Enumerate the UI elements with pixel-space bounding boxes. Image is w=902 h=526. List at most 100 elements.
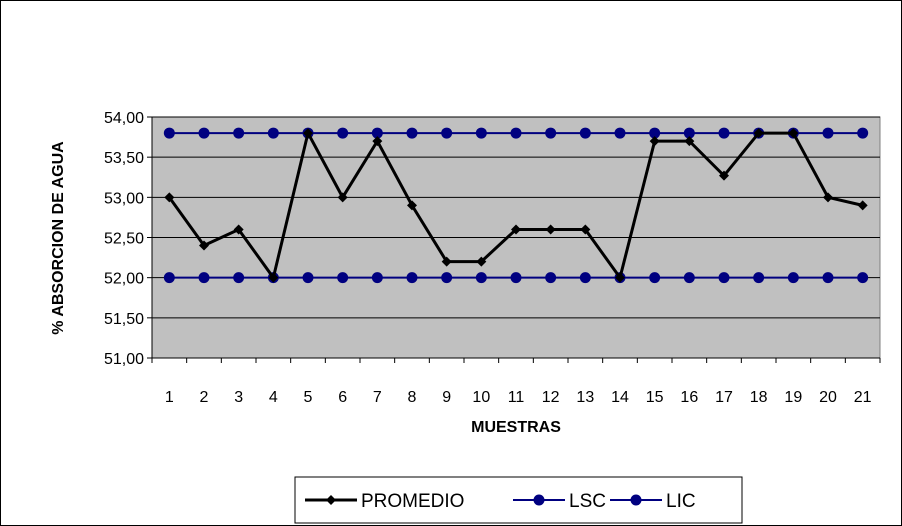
series-lsc — [163, 127, 869, 139]
x-tick-label: 11 — [508, 389, 525, 406]
data-point-promedio — [684, 136, 695, 147]
x-axis-ticks: 1 2 3 4 5 6 7 8 9 10 11 12 13 14 15 16 17 18 19 20 21 — [151, 358, 881, 406]
data-point-lsc — [267, 127, 279, 139]
data-point-lic — [649, 272, 661, 284]
y-axis-title: % ABSORCION DE AGUA — [50, 141, 67, 335]
y-tick-label: 53,50 — [104, 150, 144, 167]
legend: PROMEDIO LSC LIC — [294, 476, 743, 524]
data-point-promedio — [788, 128, 799, 139]
x-tick-label: 17 — [715, 389, 733, 406]
x-tick-label: 12 — [542, 389, 560, 406]
x-tick-label: 1 — [165, 389, 174, 406]
data-point-lsc — [545, 127, 557, 139]
x-tick-label: 20 — [819, 389, 837, 406]
data-point-promedio — [268, 272, 279, 283]
data-point-promedio — [823, 192, 833, 203]
data-point-lic — [371, 272, 383, 284]
data-point-lic — [475, 272, 487, 284]
data-point-lic — [510, 272, 522, 284]
data-point-lsc — [649, 127, 661, 139]
x-tick-label: 4 — [269, 389, 278, 406]
y-tick-label: 52,50 — [104, 231, 144, 248]
legend-swatch-marker — [326, 495, 336, 505]
data-point-promedio — [441, 256, 452, 267]
plot-area — [151, 116, 881, 359]
data-point-lic — [163, 272, 175, 284]
legend-swatch-marker — [630, 494, 642, 506]
x-tick-label: 9 — [442, 389, 451, 406]
x-tick-label: 6 — [338, 389, 347, 406]
data-point-lsc — [233, 127, 245, 139]
data-point-promedio — [233, 224, 244, 235]
data-point-lic — [198, 272, 210, 284]
y-tick-label: 54,00 — [104, 110, 144, 127]
data-point-lsc — [337, 127, 349, 139]
x-tick-label: 10 — [472, 389, 490, 406]
data-point-lsc — [163, 127, 175, 139]
data-point-lic — [233, 272, 245, 284]
y-tick-label: 52,00 — [104, 271, 144, 288]
y-tick-label: 51,50 — [104, 311, 144, 328]
data-point-promedio — [857, 200, 868, 211]
legend-label: PROMEDIO — [361, 491, 464, 512]
data-point-lsc — [683, 127, 695, 139]
data-point-lsc — [406, 127, 418, 139]
data-point-lic — [683, 272, 695, 284]
data-point-lsc — [475, 127, 487, 139]
x-tick-label: 19 — [784, 389, 802, 406]
data-point-promedio — [511, 224, 521, 235]
data-point-promedio — [476, 256, 487, 267]
legend-entry-lic: LIC — [610, 491, 696, 512]
data-point-promedio — [753, 128, 764, 139]
x-tick-label: 15 — [646, 389, 664, 406]
data-point-promedio — [580, 224, 591, 235]
legend-entry-lsc: LSC — [513, 491, 606, 512]
x-tick-label: 7 — [373, 389, 382, 406]
x-tick-label: 5 — [304, 389, 313, 406]
data-point-promedio — [615, 272, 625, 283]
data-point-lsc — [579, 127, 591, 139]
data-point-promedio — [719, 170, 729, 181]
data-point-promedio — [649, 136, 660, 147]
data-point-lic — [302, 272, 314, 284]
y-axis-ticks: 51,00 51,50 52,00 52,50 53,00 53,50 54,00 — [104, 110, 152, 368]
legend-entry-promedio: PROMEDIO — [305, 491, 464, 512]
data-point-lic — [337, 272, 349, 284]
x-tick-label: 18 — [750, 389, 768, 406]
data-point-promedio — [337, 192, 348, 203]
legend-label: LIC — [666, 491, 696, 512]
data-point-lsc — [718, 127, 730, 139]
data-point-lic — [857, 272, 869, 284]
y-tick-label: 53,00 — [104, 190, 144, 207]
x-tick-label: 16 — [680, 389, 698, 406]
data-point-lic — [441, 272, 453, 284]
data-point-lsc — [510, 127, 522, 139]
series-promedio — [164, 128, 868, 283]
data-point-lic — [579, 272, 591, 284]
legend-label: LSC — [569, 491, 606, 512]
x-tick-label: 8 — [408, 389, 417, 406]
data-point-lsc — [198, 127, 210, 139]
data-point-promedio — [199, 240, 209, 251]
data-point-lic — [753, 272, 765, 284]
x-tick-label: 2 — [200, 389, 209, 406]
y-tick-label: 51,00 — [104, 351, 144, 368]
data-point-lic — [545, 272, 557, 284]
data-point-lsc — [822, 127, 834, 139]
data-point-lic — [787, 272, 799, 284]
data-point-promedio — [545, 224, 556, 235]
data-point-promedio — [164, 192, 175, 203]
data-point-lsc — [371, 127, 383, 139]
x-tick-label: 13 — [576, 389, 594, 406]
data-point-lsc — [614, 127, 626, 139]
data-point-lic — [406, 272, 418, 284]
legend-swatch-marker — [533, 494, 545, 506]
x-axis-title: MUESTRAS — [471, 419, 561, 436]
x-tick-label: 14 — [611, 389, 629, 406]
data-point-lic — [718, 272, 730, 284]
x-tick-label: 3 — [234, 389, 243, 406]
data-point-promedio — [372, 136, 383, 147]
data-point-lic — [822, 272, 834, 284]
data-point-lsc — [857, 127, 869, 139]
